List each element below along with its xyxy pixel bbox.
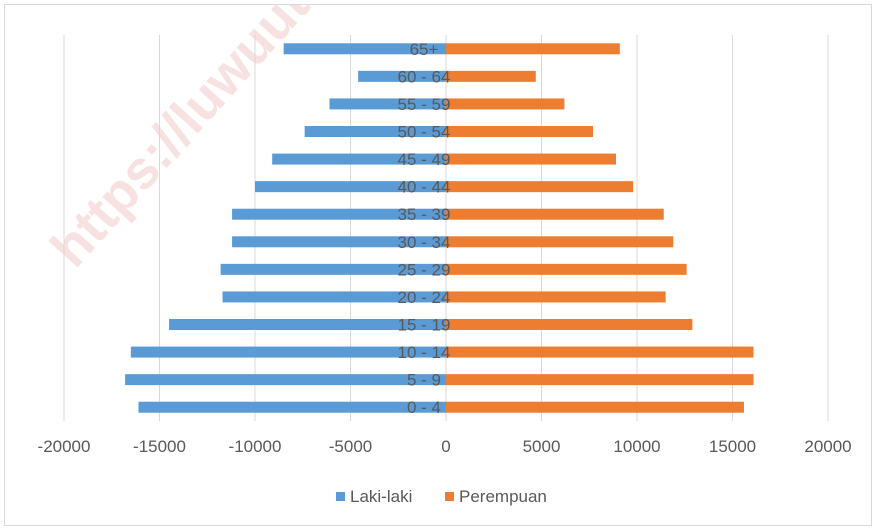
bar-perempuan-8 (446, 181, 634, 193)
bar-perempuan-0 (446, 401, 744, 413)
category-label: 10 - 14 (398, 343, 451, 362)
bars (125, 43, 754, 413)
category-label: 30 - 34 (398, 233, 451, 252)
category-label: 25 - 29 (398, 260, 451, 279)
bar-perempuan-1 (446, 374, 754, 386)
population-pyramid-chart: 0 - 4 5 - 9 10 - 14 15 - 19 20 - 24 25 - 29 30… (38, 5, 852, 506)
bar-laki-laki-13 (283, 43, 446, 55)
bar-perempuan-12 (446, 70, 536, 82)
bar-laki-laki-6 (232, 236, 446, 248)
legend: Laki-laki Perempuan (336, 487, 547, 506)
bar-perempuan-7 (446, 208, 664, 220)
bar-perempuan-6 (446, 236, 674, 248)
bar-perempuan-2 (446, 346, 754, 358)
bar-laki-laki-11 (329, 98, 446, 110)
x-tick-label: -10000 (229, 437, 282, 456)
bar-perempuan-13 (446, 43, 620, 55)
x-tick-label: -15000 (133, 437, 186, 456)
category-label: 50 - 54 (398, 123, 451, 142)
x-tick-label: 15000 (709, 437, 756, 456)
bar-perempuan-9 (446, 153, 616, 165)
bar-perempuan-3 (446, 319, 693, 330)
x-tick-label: 5000 (523, 437, 561, 456)
legend-label-laki-laki: Laki-laki (350, 487, 412, 506)
bar-laki-laki-2 (130, 346, 446, 358)
bar-perempuan-4 (446, 291, 666, 303)
bar-laki-laki-4 (222, 291, 446, 303)
bar-laki-laki-10 (304, 126, 446, 137)
category-label: 60 - 64 (398, 67, 451, 86)
category-label: 45 - 49 (398, 150, 451, 169)
legend-swatch-laki-laki (336, 492, 345, 501)
category-label: 0 - 4 (407, 398, 441, 417)
category-label: 35 - 39 (398, 205, 451, 224)
category-label: 15 - 19 (398, 316, 451, 335)
legend-swatch-perempuan (445, 492, 454, 501)
bar-laki-laki-7 (232, 208, 446, 220)
category-label: 65+ (410, 40, 439, 59)
category-label: 5 - 9 (407, 371, 441, 390)
x-tick-label: 0 (441, 437, 450, 456)
bar-laki-laki-3 (169, 319, 447, 330)
bar-laki-laki-5 (220, 263, 446, 275)
bar-laki-laki-12 (358, 70, 446, 82)
x-tick-label: -20000 (38, 437, 91, 456)
category-label: 40 - 44 (398, 178, 451, 197)
bar-laki-laki-1 (125, 374, 447, 386)
bar-perempuan-11 (446, 98, 565, 110)
bar-laki-laki-8 (255, 181, 446, 193)
category-label: 55 - 59 (398, 95, 451, 114)
bar-perempuan-5 (446, 263, 687, 275)
x-tick-label: 10000 (613, 437, 660, 456)
category-labels: 0 - 4 5 - 9 10 - 14 15 - 19 20 - 24 25 - 29 30… (398, 40, 451, 417)
chart-frame: 0 - 4 5 - 9 10 - 14 15 - 19 20 - 24 25 - 29 30… (4, 4, 872, 526)
bar-perempuan-10 (446, 126, 594, 137)
legend-label-perempuan: Perempuan (459, 487, 547, 506)
bar-laki-laki-0 (138, 401, 447, 413)
x-axis-tick-labels: -20000 -15000 -10000 -5000 0 5000 10000 15000 20… (38, 437, 852, 456)
bar-laki-laki-9 (272, 153, 446, 165)
category-label: 20 - 24 (398, 288, 451, 307)
x-tick-label: 20000 (804, 437, 851, 456)
x-tick-label: -5000 (329, 437, 372, 456)
